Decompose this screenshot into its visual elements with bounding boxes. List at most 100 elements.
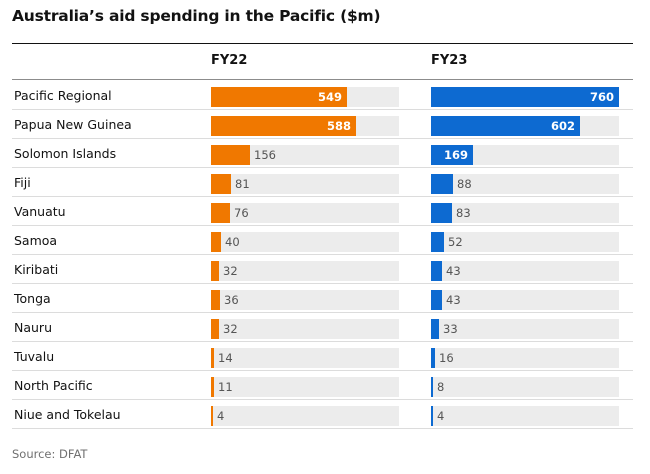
value-label: 169 <box>443 148 468 162</box>
value-label: 14 <box>218 351 233 365</box>
value-label: 40 <box>225 235 240 249</box>
value-label: 156 <box>254 148 276 162</box>
bar-track: 169 <box>431 145 619 165</box>
category-label: Vanuatu <box>14 204 66 219</box>
value-label: 760 <box>589 90 614 104</box>
bar-fy22 <box>211 348 214 368</box>
table-row: North Pacific 11 8 <box>12 371 633 400</box>
bar-fy22 <box>211 87 347 107</box>
bar-track: 76 <box>211 203 399 223</box>
bar-fy22 <box>211 203 230 223</box>
source-note: Source: DFAT <box>12 447 88 461</box>
bar-track: 36 <box>211 290 399 310</box>
bar-track: 88 <box>431 174 619 194</box>
column-header-fy22: FY22 <box>211 53 248 68</box>
bar-track: 11 <box>211 377 399 397</box>
value-label: 81 <box>235 177 250 191</box>
bar-track: 14 <box>211 348 399 368</box>
category-label: Solomon Islands <box>14 146 117 161</box>
bar-track: 52 <box>431 232 619 252</box>
bar-track: 43 <box>431 261 619 281</box>
bar-fy23 <box>431 174 453 194</box>
bar-fy23 <box>431 203 452 223</box>
bar-track: 588 <box>211 116 399 136</box>
value-label: 4 <box>437 409 445 423</box>
value-label: 32 <box>223 322 238 336</box>
bar-track: 32 <box>211 319 399 339</box>
bar-fy23 <box>431 348 435 368</box>
bar-fy23 <box>431 377 433 397</box>
bar-track: 33 <box>431 319 619 339</box>
value-label: 76 <box>234 206 249 220</box>
category-label: Pacific Regional <box>14 88 112 103</box>
value-label: 549 <box>317 90 342 104</box>
bar-fy22 <box>211 290 220 310</box>
table-row: Kiribati 32 43 <box>12 255 633 284</box>
table-row: Samoa 40 52 <box>12 226 633 255</box>
chart-title: Australia’s aid spending in the Pacific … <box>12 7 381 25</box>
value-label: 43 <box>446 293 461 307</box>
bar-fy22 <box>211 261 219 281</box>
bar-track: 32 <box>211 261 399 281</box>
bar-track: 549 <box>211 87 399 107</box>
value-label: 83 <box>456 206 471 220</box>
table-row: Tuvalu 14 16 <box>12 342 633 371</box>
bar-fy23 <box>431 116 580 136</box>
bar-fy22 <box>211 174 231 194</box>
column-header-fy23: FY23 <box>431 53 468 68</box>
value-label: 16 <box>439 351 454 365</box>
bar-track: 156 <box>211 145 399 165</box>
bar-fy22 <box>211 116 356 136</box>
value-label: 33 <box>443 322 458 336</box>
bar-fy22 <box>211 232 221 252</box>
table-row: Tonga 36 43 <box>12 284 633 313</box>
bar-track: 4 <box>211 406 399 426</box>
bar-fy22 <box>211 319 219 339</box>
category-label: Fiji <box>14 175 31 190</box>
category-label: Tuvalu <box>14 349 55 364</box>
bar-fy23 <box>431 406 433 426</box>
table-row: Fiji 81 88 <box>12 168 633 197</box>
bar-fy22 <box>211 145 250 165</box>
table-row: Papua New Guinea 588 602 <box>12 110 633 139</box>
bar-track: 40 <box>211 232 399 252</box>
table-row: Nauru 32 33 <box>12 313 633 342</box>
category-label: Nauru <box>14 320 52 335</box>
table-row: Niue and Tokelau 4 4 <box>12 400 633 429</box>
value-label: 52 <box>448 235 463 249</box>
bar-track: 602 <box>431 116 619 136</box>
bar-fy23 <box>431 290 442 310</box>
bar-fy23 <box>431 87 619 107</box>
bar-track: 16 <box>431 348 619 368</box>
table-row: Pacific Regional 549 760 <box>12 81 633 110</box>
bar-fy23 <box>431 261 442 281</box>
category-label: Papua New Guinea <box>14 117 132 132</box>
bar-track: 760 <box>431 87 619 107</box>
bar-fy22 <box>211 377 214 397</box>
table-row: Solomon Islands 156 169 <box>12 139 633 168</box>
value-label: 588 <box>326 119 351 133</box>
value-label: 36 <box>224 293 239 307</box>
bar-track: 83 <box>431 203 619 223</box>
bar-track: 81 <box>211 174 399 194</box>
value-label: 8 <box>437 380 445 394</box>
top-rule <box>12 43 633 44</box>
value-label: 88 <box>457 177 472 191</box>
value-label: 43 <box>446 264 461 278</box>
value-label: 4 <box>217 409 225 423</box>
header-rule <box>12 79 633 80</box>
bar-fy23 <box>431 145 473 165</box>
category-label: North Pacific <box>14 378 93 393</box>
table-row: Vanuatu 76 83 <box>12 197 633 226</box>
bar-track: 43 <box>431 290 619 310</box>
category-label: Kiribati <box>14 262 59 277</box>
category-label: Tonga <box>14 291 51 306</box>
category-label: Samoa <box>14 233 58 248</box>
bar-track: 8 <box>431 377 619 397</box>
value-label: 11 <box>218 380 233 394</box>
bar-fy23 <box>431 232 444 252</box>
bar-track: 4 <box>431 406 619 426</box>
value-label: 602 <box>550 119 575 133</box>
value-label: 32 <box>223 264 238 278</box>
bar-fy23 <box>431 319 439 339</box>
